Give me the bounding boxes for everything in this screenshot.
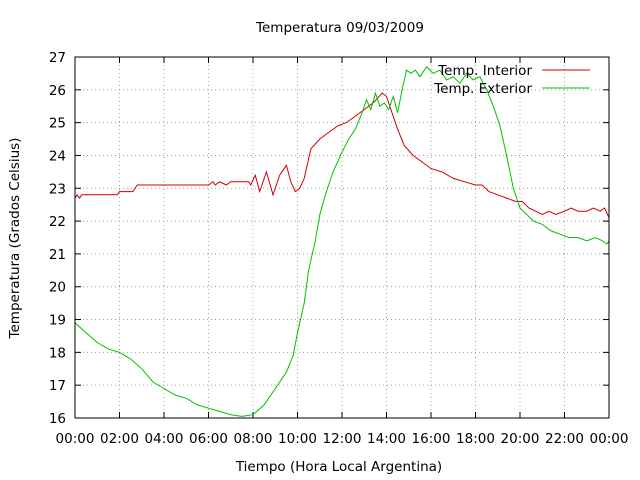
x-tick-label: 04:00 [145,431,184,447]
x-tick-label: 00:00 [56,431,95,447]
x-tick-label: 12:00 [323,431,362,447]
chart-title: Temperatura 09/03/2009 [255,20,424,36]
x-tick-label: 10:00 [278,431,317,447]
x-tick-label: 18:00 [456,431,495,447]
x-axis-label: Tiempo (Hora Local Argentina) [235,459,442,475]
series-line-temp-interior [74,92,610,219]
legend-label: Temp. Exterior [433,81,532,97]
x-tick-label: 20:00 [501,431,540,447]
series-line-temp-exterior [74,66,610,417]
x-tick-label: 02:00 [100,431,139,447]
x-axis: 00:00 02:00 04:00 06:00 08:00 10:00 12:00 14:00… [56,57,629,447]
legend-label: Temp. Interior [437,63,532,79]
y-tick-label: 16 [49,411,66,427]
grid [75,57,609,418]
y-tick-label: 24 [49,148,66,164]
x-tick-label: 08:00 [234,431,273,447]
y-tick-label: 18 [49,345,66,361]
plot-series [74,66,610,417]
y-tick-label: 23 [49,181,66,197]
y-tick-label: 21 [49,247,66,263]
y-tick-label: 25 [49,116,66,132]
y-tick-label: 17 [49,378,66,394]
x-tick-label: 14:00 [367,431,406,447]
y-tick-label: 19 [49,313,66,329]
x-tick-label: 06:00 [189,431,228,447]
x-tick-label: 16:00 [412,431,451,447]
y-axis: 16 17 18 19 20 21 22 23 24 25 26 27 [49,50,609,427]
y-tick-label: 20 [49,280,66,296]
y-tick-label: 27 [49,50,66,66]
y-tick-label: 26 [49,83,66,99]
y-tick-label: 22 [49,214,66,230]
y-axis-label: Temperatura (Grados Celsius) [7,138,23,340]
legend: Temp. Interior Temp. Exterior [433,63,590,97]
x-tick-label: 22:00 [545,431,584,447]
x-tick-label: 00:00 [590,431,629,447]
plot-frame [74,56,610,419]
